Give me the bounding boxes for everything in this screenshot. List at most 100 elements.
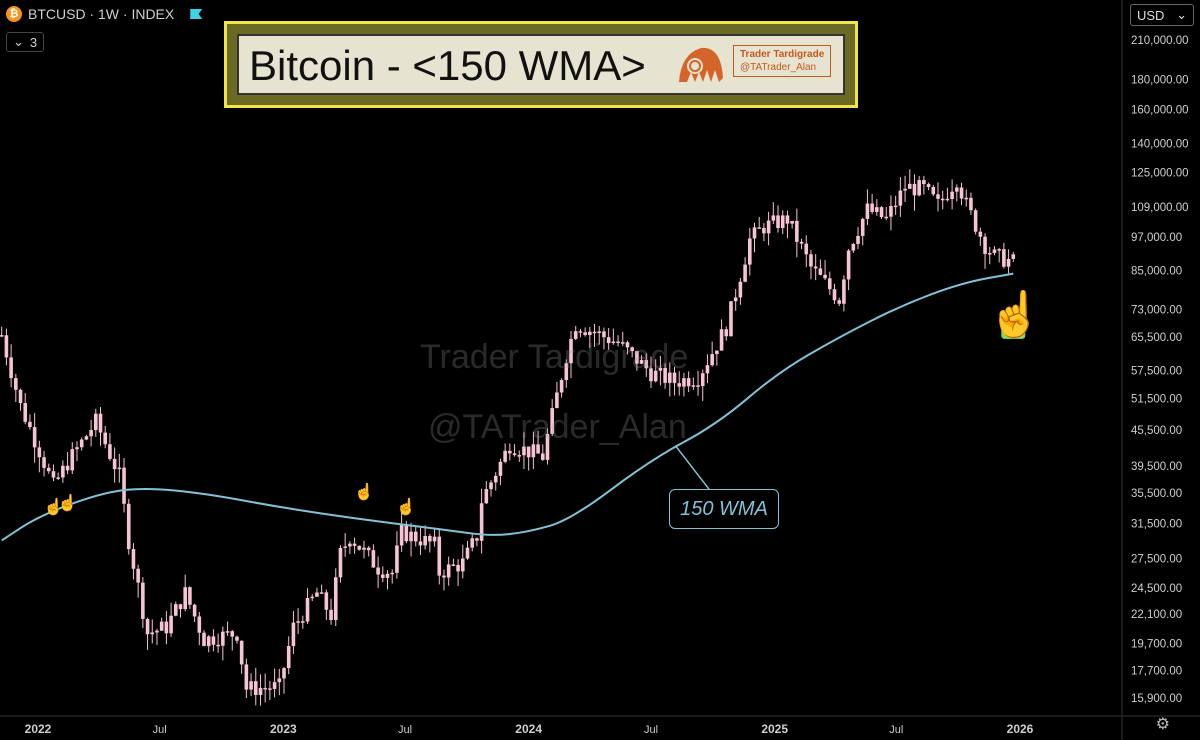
candle-body [197,616,202,633]
watermark-line1: Trader Tardigrade [420,338,689,376]
candle-body [46,467,51,472]
candle-body [799,241,804,244]
gear-icon[interactable]: ⚙ [1155,716,1170,733]
candle-body [700,373,705,387]
candle-body [376,567,380,575]
time-tick-label: Jul [153,724,167,736]
candle-body [131,549,136,569]
price-tick-label: 31,500.00 [1131,519,1182,531]
time-axis: 2022 Jul 2023 Jul 2024 Jul 2025 Jul 2026 [25,722,1034,736]
indicator-toggle[interactable]: ⌄ 3 [6,32,45,52]
candle-body [470,538,475,548]
currency-select[interactable]: USD ⌄ [1130,4,1194,26]
time-tick-label: 2023 [270,722,297,736]
candle-body [263,687,267,690]
price-axis: 15,900.00 17,700.00 19,700.00 22,100.00 24,5… [1131,35,1189,705]
time-tick-label: 2026 [1007,722,1034,736]
title-panel: Bitcoin - <150 WMA> Trader Tardigrade @T… [237,34,845,95]
candle-body [611,341,616,344]
candle-body [65,465,70,471]
candle-body [950,191,954,199]
candle-body [653,370,658,382]
candle-body [493,475,498,483]
symbol-label[interactable]: BTCUSD · 1W · INDEX [28,6,175,22]
candle-body [159,621,164,631]
price-tick-label: 109,000.00 [1131,202,1189,214]
symbol-header[interactable]: ₿ BTCUSD · 1W · INDEX [6,6,203,22]
price-tick-label: 27,500.00 [1131,553,1182,565]
candle-body [413,531,418,542]
candle-body [893,205,898,208]
candle-body [992,249,997,254]
candle-body [719,329,724,351]
candle-body [56,477,60,480]
candle-body [70,449,75,471]
tardigrade-logo-icon [679,47,723,82]
candle-body [663,367,667,383]
candle-body [0,335,4,337]
candle-body [757,227,762,229]
candle-body [122,467,126,504]
candle-body [724,329,729,337]
wma-label-pointer [674,444,710,490]
candle-body [456,564,460,572]
candle-body [84,436,89,440]
candle-body [823,274,827,279]
candle-body [404,524,409,542]
candle-body [432,536,437,542]
candle-body [715,350,719,355]
candle-body [216,644,220,647]
time-tick-label: 2022 [25,722,52,736]
candle-body [315,592,319,597]
brand-tag: Trader Tardigrade @TATrader_Alan [733,45,832,77]
candle-body [865,203,870,219]
candle-body [686,378,691,387]
candle-body [931,187,936,195]
price-tick-label: 24,500.00 [1131,583,1182,595]
candle-body [498,461,503,476]
candle-body [23,403,28,422]
candle-body [362,547,366,550]
candle-body [1011,254,1016,259]
candle-body [804,243,809,255]
flag-icon[interactable] [190,9,203,19]
candle-body [371,550,376,568]
candle-body [625,342,630,348]
candle-body [489,482,493,490]
candle-body [705,365,710,374]
candle-body [531,444,536,458]
wma-annotation-label: 150 WMA [669,489,779,529]
candle-body [286,646,291,669]
candle-body [696,385,700,387]
candle-body [780,215,785,229]
candle-body [936,194,940,199]
candle-body [18,389,23,404]
candle-body [409,531,413,542]
candle-body [997,249,1001,251]
candle-body [268,688,272,690]
currency-value: USD [1137,7,1165,23]
candle-body [253,681,258,695]
candle-body [832,289,837,301]
candle-body [940,198,945,201]
candle-body [272,682,277,689]
candle-body [907,183,912,189]
candle-body [310,596,315,599]
price-tick-label: 180,000.00 [1131,74,1189,86]
candle-body [465,547,470,559]
candle-body [14,378,18,390]
candle-body [343,546,347,548]
candle-body [221,631,225,646]
price-tick-label: 125,000.00 [1131,167,1189,179]
candle-body [51,471,56,478]
candle-body [333,577,338,621]
candle-body [569,338,573,364]
candle-body [889,206,893,217]
price-tick-label: 85,000.00 [1131,266,1182,278]
candle-body [277,678,282,683]
candle-body [837,300,841,304]
candle-body [211,636,216,645]
candle-body [235,636,239,641]
candle-body [475,538,479,541]
